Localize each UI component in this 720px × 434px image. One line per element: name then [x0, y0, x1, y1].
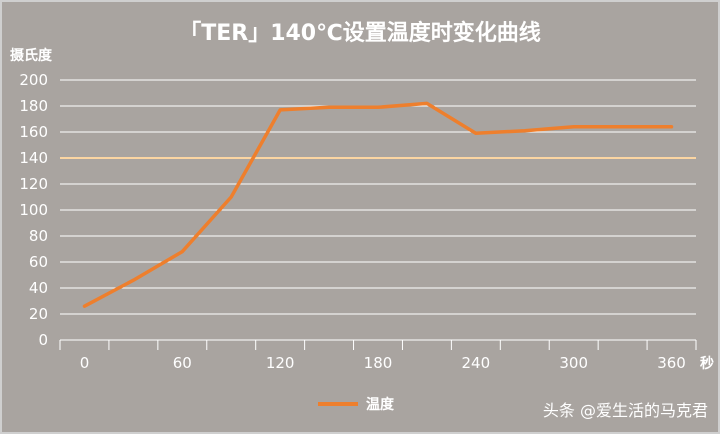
series-line-temperature — [82, 101, 674, 308]
x-tick-180: 180 — [364, 354, 393, 372]
legend: 温度 — [318, 396, 395, 413]
watermark: 头条 @爱生活的马克君 — [543, 401, 708, 420]
y-tick-0: 0 — [38, 331, 48, 349]
y-axis-label: 摄氏度 — [10, 47, 53, 64]
y-tick-20: 20 — [29, 305, 48, 323]
data-point — [622, 126, 624, 128]
y-tick-140: 140 — [19, 149, 48, 167]
y-tick-100: 100 — [19, 201, 48, 219]
y-tick-40: 40 — [29, 279, 48, 297]
y-tick-120: 120 — [19, 175, 48, 193]
data-point — [671, 126, 673, 128]
x-tick-300: 300 — [559, 354, 588, 372]
data-point — [573, 126, 575, 128]
data-point — [377, 106, 379, 108]
data-point — [132, 279, 134, 281]
chart-title: 「TER」140℃设置温度时变化曲线 — [179, 20, 541, 46]
data-point — [279, 109, 281, 111]
y-tick-labels: 0 20 40 60 80 100 120 140 160 180 200 — [19, 71, 48, 349]
x-axis-unit: 秒 — [700, 355, 714, 372]
series-group — [82, 101, 674, 308]
data-point — [426, 102, 428, 104]
x-tick-120: 120 — [266, 354, 295, 372]
x-tick-240: 240 — [462, 354, 491, 372]
x-tick-0: 0 — [80, 354, 90, 372]
y-tick-60: 60 — [29, 253, 48, 271]
data-point — [328, 106, 330, 108]
data-point — [524, 130, 526, 132]
data-point — [230, 196, 232, 198]
y-tick-80: 80 — [29, 227, 48, 245]
data-point — [181, 251, 183, 253]
y-tick-200: 200 — [19, 71, 48, 89]
x-tick-360: 360 — [657, 354, 686, 372]
data-point — [83, 305, 85, 307]
data-point — [475, 132, 477, 134]
x-tick-60: 60 — [173, 354, 192, 372]
y-tick-180: 180 — [19, 97, 48, 115]
x-tick-labels: 0 60 120 180 240 300 360 — [80, 354, 686, 372]
grid-lines — [59, 79, 697, 350]
legend-label-temperature: 温度 — [366, 396, 395, 413]
y-tick-160: 160 — [19, 123, 48, 141]
